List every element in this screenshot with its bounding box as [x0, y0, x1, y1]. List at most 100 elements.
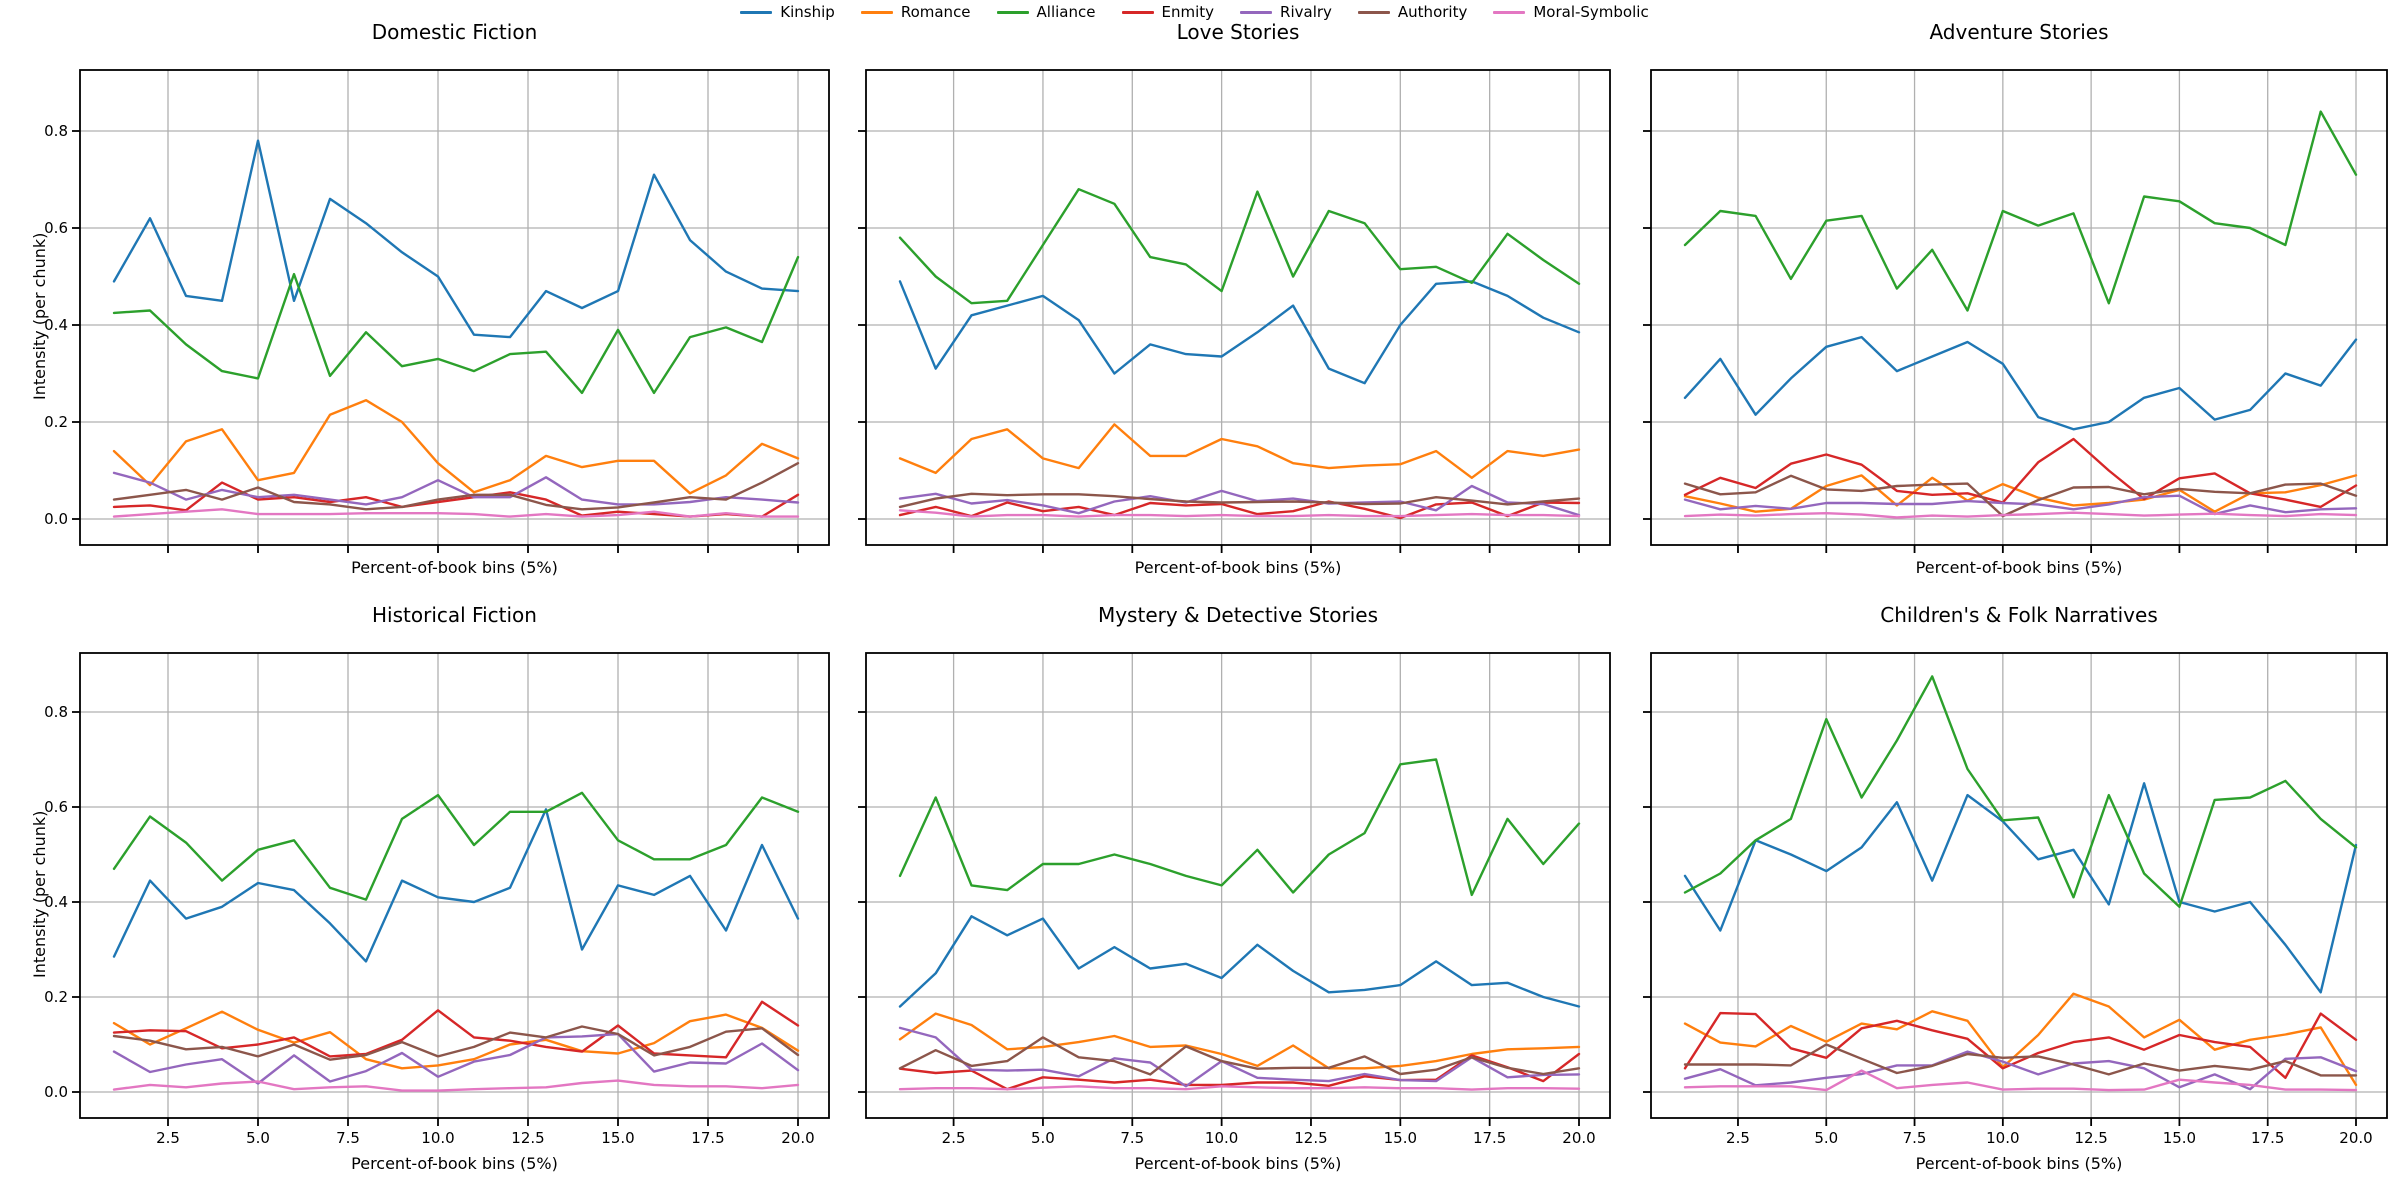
x-tick-label: 20.0 [2339, 1129, 2373, 1147]
legend-item-rivalry: Rivalry [1240, 2, 1332, 22]
x-tick-label: 20.0 [781, 1129, 815, 1147]
line-series-enmity [898, 500, 1581, 520]
x-tick-label: 2.5 [1726, 1129, 1750, 1147]
x-axis-label-bottom-right: Percent-of-book bins (5%) [1915, 1154, 2123, 1173]
line-series-enmity [1683, 437, 2358, 509]
x-tick-label: 12.5 [2074, 1129, 2108, 1147]
legend-item-enmity: Enmity [1121, 2, 1215, 22]
legend-label: Enmity [1161, 3, 1215, 21]
x-tick-label: 20.0 [1562, 1129, 1596, 1147]
line-series-authority [112, 1025, 800, 1061]
x-axis-label-top-mid: Percent-of-book bins (5%) [1134, 558, 1342, 577]
x-tick-label: 10.0 [1204, 1129, 1239, 1147]
subplot-mystery-detective-stories [858, 652, 1611, 1126]
legend-line-swatch [1121, 10, 1154, 14]
x-tick-label: 10.0 [421, 1129, 455, 1147]
line-series-kinship [1683, 782, 2358, 994]
line-series-moral-symbolic [898, 1085, 1581, 1091]
line-series-romance [898, 423, 1581, 479]
panel-title-domestic-fiction: Domestic Fiction [371, 20, 538, 44]
subplot-domestic-fiction [72, 69, 830, 553]
x-tick-label: 5.0 [1031, 1129, 1055, 1147]
line-series-rivalry [112, 471, 800, 506]
legend-item-romance: Romance [860, 2, 971, 22]
line-series-moral-symbolic [898, 509, 1581, 518]
line-series-authority [1683, 1043, 2358, 1077]
line-series-romance [898, 1012, 1581, 1070]
axes-frame [1650, 652, 2388, 1119]
x-tick-label: 17.5 [2251, 1129, 2285, 1147]
x-tick-label: 15.0 [2162, 1129, 2197, 1147]
legend: Kinship Romance Alliance Enmity Rivalry Autho… [0, 2, 2389, 22]
legend-label: Authority [1397, 3, 1468, 21]
y-tick-label: 0.4 [44, 893, 68, 911]
line-series-moral-symbolic [112, 508, 800, 518]
line-series-rivalry [898, 1026, 1581, 1088]
x-axis-label-bottom-left: Percent-of-book bins (5%) [351, 1154, 558, 1173]
x-tick-label: 17.5 [691, 1129, 725, 1147]
y-tick-label: 0.6 [44, 219, 68, 237]
line-series-romance [112, 1010, 800, 1070]
line-series-kinship [898, 915, 1581, 1008]
x-tick-label: 7.5 [336, 1129, 360, 1147]
axes-frame [1650, 69, 2388, 546]
line-series-kinship [898, 280, 1581, 385]
y-tick-label: 0.0 [44, 1083, 68, 1101]
y-tick-label: 0.8 [44, 703, 68, 721]
panel-title-adventure-stories: Adventure Stories [1929, 20, 2109, 44]
y-tick-label: 0.2 [44, 988, 68, 1006]
x-tick-label: 17.5 [1472, 1129, 1507, 1147]
legend-item-kinship: Kinship [740, 2, 835, 22]
line-series-moral-symbolic [1683, 1069, 2358, 1092]
x-axis-label-top-left: Percent-of-book bins (5%) [351, 558, 558, 577]
line-series-alliance [898, 187, 1581, 305]
legend-line-swatch [740, 10, 773, 14]
x-tick-label: 5.0 [246, 1129, 270, 1147]
x-tick-label: 2.5 [941, 1129, 966, 1147]
legend-line-swatch [860, 10, 893, 14]
line-series-romance [112, 399, 800, 495]
line-series-alliance [1683, 110, 2358, 312]
line-series-romance [1683, 474, 2358, 513]
axes-frame [865, 69, 1611, 546]
subplot-adventure-stories [1643, 69, 2388, 553]
y-tick-label: 0.0 [44, 510, 68, 528]
line-series-alliance [112, 255, 800, 395]
x-tick-label: 7.5 [1902, 1129, 1927, 1147]
line-series-alliance [112, 791, 800, 901]
line-series-authority [898, 492, 1581, 509]
x-axis-label-bottom-mid: Percent-of-book bins (5%) [1134, 1154, 1342, 1173]
axes-frame [865, 652, 1611, 1119]
legend-item-authority: Authority [1357, 2, 1468, 22]
x-tick-label: 15.0 [1383, 1129, 1418, 1147]
line-series-authority [1683, 474, 2358, 518]
panel-title-mystery-detective: Mystery & Detective Stories [1097, 603, 1379, 627]
line-series-kinship [112, 139, 800, 339]
axes-frame [79, 652, 830, 1119]
legend-label: Romance [900, 3, 971, 21]
line-series-rivalry [1683, 1050, 2358, 1091]
line-series-enmity [1683, 1011, 2358, 1080]
subplot-children-s-folk-narratives [1643, 652, 2388, 1126]
x-tick-label: 5.0 [1814, 1129, 1839, 1147]
legend-label: Kinship [780, 3, 835, 21]
subplot-historical-fiction [72, 652, 830, 1126]
legend-label: Moral-Symbolic [1533, 3, 1649, 21]
x-tick-label: 12.5 [1294, 1129, 1328, 1147]
panel-title-love-stories: Love Stories [1176, 20, 1300, 44]
legend-line-swatch [996, 10, 1029, 14]
x-tick-label: 10.0 [1986, 1129, 2020, 1147]
x-tick-label: 7.5 [1120, 1129, 1145, 1147]
line-series-moral-symbolic [112, 1079, 800, 1092]
line-series-moral-symbolic [1683, 511, 2358, 519]
legend-item-alliance: Alliance [996, 2, 1096, 22]
legend-item-moral-symbolic: Moral-Symbolic [1493, 2, 1649, 22]
x-tick-label: 12.5 [511, 1129, 545, 1147]
legend-line-swatch [1357, 10, 1390, 14]
panel-title-historical-fiction: Historical Fiction [372, 603, 537, 627]
y-tick-label: 0.8 [44, 122, 68, 140]
line-series-rivalry [1683, 494, 2358, 516]
y-tick-label: 0.6 [44, 798, 68, 816]
